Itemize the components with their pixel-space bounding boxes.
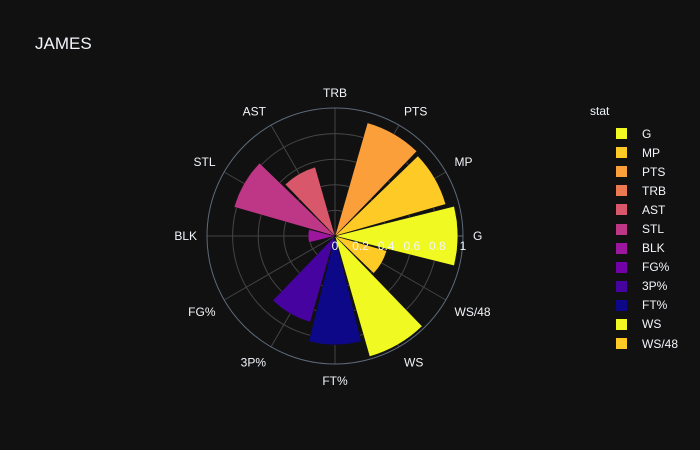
legend-item[interactable]: FG% xyxy=(590,258,678,277)
radial-tick-label: 0.4 xyxy=(378,239,395,253)
bar-pts[interactable] xyxy=(334,122,418,237)
legend-label: STL xyxy=(642,222,665,237)
legend-swatch xyxy=(616,261,627,273)
legend-item[interactable]: FT% xyxy=(590,296,678,315)
bar-stl[interactable] xyxy=(233,162,336,237)
bar-ft[interactable] xyxy=(308,235,362,345)
radial-tick-label: 0 xyxy=(332,239,339,253)
legend-item[interactable]: G xyxy=(590,124,678,143)
radial-tick-label: 1 xyxy=(460,239,467,253)
bar-ws-48[interactable] xyxy=(334,235,387,274)
legend-title: stat xyxy=(590,104,610,118)
legend-swatch xyxy=(616,204,627,216)
legend-swatch xyxy=(616,185,627,197)
legend-label: TRB xyxy=(642,183,666,198)
angular-tick-label: TRB xyxy=(323,86,347,100)
legend-swatch xyxy=(616,147,627,159)
angular-tick-label: PTS xyxy=(404,105,427,119)
legend-item[interactable]: PTS xyxy=(590,162,678,181)
polar-bars xyxy=(233,122,459,357)
bar-blk[interactable] xyxy=(307,229,336,243)
legend-item[interactable]: BLK xyxy=(590,239,678,258)
legend-swatch xyxy=(616,128,627,140)
angular-tick-label: WS/48 xyxy=(455,305,491,319)
angular-tick-label: BLK xyxy=(174,229,197,243)
angular-tick-label: 3P% xyxy=(241,356,267,370)
legend-items: G MP PTS TRB AST STL BLK FG% 3P% FT% WS WS/48 xyxy=(590,124,678,353)
legend-swatch xyxy=(616,223,627,235)
chart-title: JAMES xyxy=(35,34,92,53)
legend-label: AST xyxy=(642,202,666,217)
legend-item[interactable]: 3P% xyxy=(590,277,678,296)
legend-label: WS/48 xyxy=(642,336,679,351)
bar-ast[interactable] xyxy=(284,166,336,237)
legend-label: BLK xyxy=(642,241,665,256)
legend-item[interactable]: AST xyxy=(590,200,678,219)
legend-swatch xyxy=(616,299,627,311)
radial-tick-label: 0.8 xyxy=(429,239,446,253)
legend-swatch xyxy=(616,166,627,178)
legend-swatch xyxy=(616,242,627,254)
legend-swatch xyxy=(616,338,627,350)
angular-grid-line xyxy=(223,235,336,301)
legend-item[interactable]: WS/48 xyxy=(590,334,678,353)
polar-labels: 0 0.2 0.4 0.6 0.8 1G MP PTS TRB AST STL BLK FG% 3P% FT… xyxy=(174,86,491,388)
legend-label: FT% xyxy=(642,298,668,313)
angular-tick-label: WS xyxy=(404,356,423,370)
angular-tick-label: MP xyxy=(455,155,473,169)
angular-tick-label: FT% xyxy=(322,374,348,388)
legend-item[interactable]: MP xyxy=(590,143,678,162)
legend-item[interactable]: TRB xyxy=(590,181,678,200)
angular-tick-label: STL xyxy=(193,155,215,169)
bar-g[interactable] xyxy=(334,205,459,267)
angular-tick-label: AST xyxy=(243,105,267,119)
legend-label: WS xyxy=(642,317,662,332)
legend-item[interactable]: STL xyxy=(590,219,678,238)
legend: stat G MP PTS TRB AST STL BLK FG% 3P% FT% WS WS/48 xyxy=(590,104,678,353)
bar-ws[interactable] xyxy=(334,235,423,357)
legend-label: MP xyxy=(642,145,660,160)
legend-label: PTS xyxy=(642,164,666,179)
legend-swatch xyxy=(616,318,627,330)
radial-tick-label: 0.2 xyxy=(352,239,369,253)
legend-label: FG% xyxy=(642,260,670,275)
bar-3p[interactable] xyxy=(272,235,336,323)
legend-label: 3P% xyxy=(642,279,668,294)
radial-tick-label: 0.6 xyxy=(403,239,420,253)
legend-label: G xyxy=(642,126,652,141)
angular-tick-label: FG% xyxy=(188,305,216,319)
angular-tick-label: G xyxy=(473,229,482,243)
bar-mp[interactable] xyxy=(334,155,447,237)
legend-item[interactable]: WS xyxy=(590,315,678,334)
legend-swatch xyxy=(616,280,627,292)
